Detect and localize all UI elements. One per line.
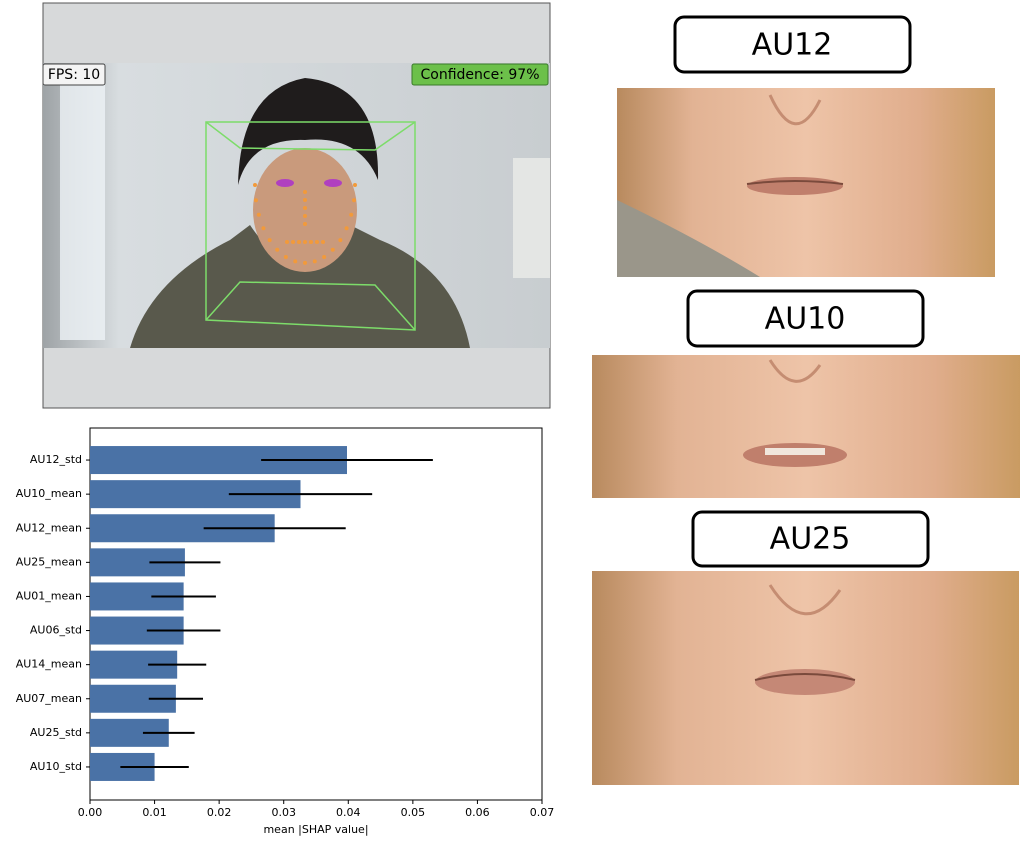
label-box (673, 15, 912, 74)
fps-box (42, 63, 106, 86)
y-tick-label: AU12_std (30, 453, 82, 466)
landmark (303, 206, 307, 210)
y-tick-label: AU06_std (30, 624, 82, 637)
x-axis-label: mean |SHAP value| (263, 823, 368, 836)
y-tick-label: AU10_std (30, 760, 82, 773)
landmarks (253, 179, 357, 265)
x-tick-label: 0.02 (207, 806, 232, 819)
x-tick-label: 0.05 (401, 806, 426, 819)
landmark (303, 222, 307, 226)
confidence-label: Confidence: 97% (421, 67, 540, 83)
fps-label: FPS: 10 (48, 67, 100, 83)
y-tick-label: AU07_mean (16, 692, 82, 705)
x-tick-label: 0.04 (336, 806, 361, 819)
landmark (353, 183, 357, 187)
landmark (303, 240, 307, 244)
landmark (315, 240, 319, 244)
landmark (330, 247, 335, 252)
panel-label: AU10 (765, 302, 846, 337)
wall-panel (513, 158, 550, 278)
panel-label: AU25 (770, 522, 851, 557)
y-tick-label: AU12_mean (16, 521, 82, 534)
landmark (291, 240, 295, 244)
au-panels: AU12 AU10 AU25 (592, 15, 1020, 785)
shap-chart: mean |SHAP value| 0.00 0.01 0.02 0.03 0.04 0.… (16, 427, 555, 836)
y-tick-label: AU01_mean (16, 589, 82, 602)
landmark (283, 254, 288, 259)
person-hair (238, 78, 379, 185)
label-box (691, 510, 930, 568)
eye-landmark (276, 179, 294, 187)
landmark (297, 240, 301, 244)
landmark (253, 198, 258, 203)
y-tick-label: AU14_mean (16, 658, 82, 671)
landmark (309, 240, 313, 244)
eye-landmark (324, 179, 342, 187)
landmark (312, 259, 317, 264)
webcam-view: FPS: 10 Confidence: 97% (42, 2, 551, 409)
bounding-cube-edge (205, 121, 416, 151)
x-tick-label: 0.03 (271, 806, 296, 819)
label-box (686, 289, 925, 348)
face-photo (592, 355, 1020, 498)
x-tick-label: 0.07 (530, 806, 555, 819)
landmark (285, 240, 289, 244)
window (60, 70, 105, 340)
landmark (322, 254, 327, 259)
landmark (303, 260, 307, 265)
landmark (303, 214, 307, 218)
landmark (275, 247, 280, 252)
plot-frame (89, 427, 543, 801)
x-tick-label: 0.01 (142, 806, 167, 819)
landmark (303, 190, 307, 194)
bounding-cube-edge (205, 281, 416, 331)
y-tick-label: AU25_mean (16, 555, 82, 568)
landmark (349, 212, 354, 217)
face-photo (617, 88, 995, 277)
landmark (293, 259, 298, 264)
confidence-box (411, 63, 549, 86)
landmark (344, 226, 349, 231)
landmark (256, 212, 261, 217)
landmark (352, 198, 357, 203)
x-tick-label: 0.06 (465, 806, 490, 819)
x-tick-label: 0.00 (78, 806, 103, 819)
face-photo (592, 571, 1019, 785)
y-tick-label: AU10_mean (16, 487, 82, 500)
landmark (261, 226, 266, 231)
landmark (303, 198, 307, 202)
landmark (253, 183, 257, 187)
landmark (267, 238, 272, 243)
panel-label: AU12 (752, 28, 833, 63)
landmark (321, 240, 325, 244)
person-body (130, 225, 470, 348)
y-tick-label: AU25_std (30, 726, 82, 739)
landmark (338, 238, 343, 243)
